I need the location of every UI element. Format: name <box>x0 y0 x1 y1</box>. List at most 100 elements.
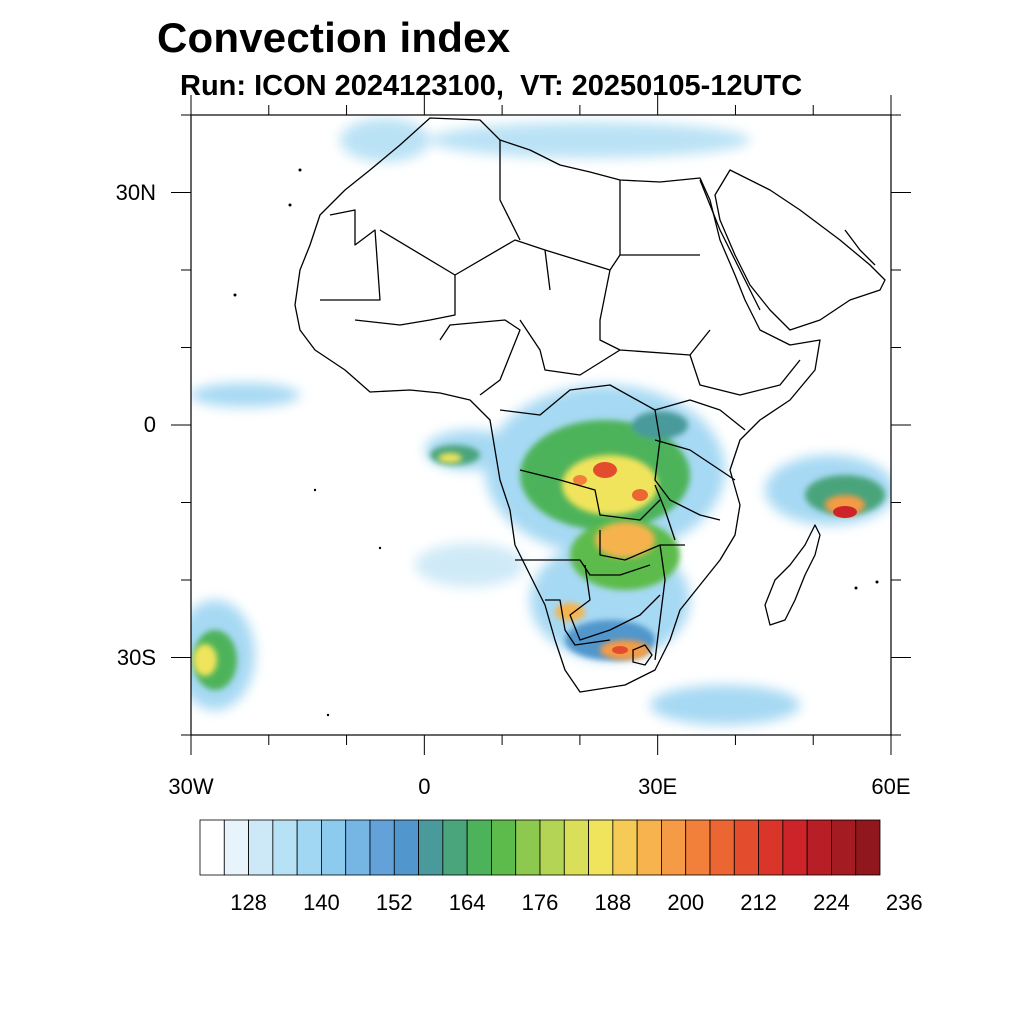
colorbar-label: 236 <box>885 890 923 915</box>
axis-ticks <box>171 95 911 755</box>
colorbar-swatch <box>831 819 857 876</box>
border-sahel <box>354 275 456 326</box>
border-east-africa <box>654 399 746 431</box>
convection-field <box>191 118 891 725</box>
island <box>298 168 302 172</box>
convection-peak-namibia <box>555 603 585 621</box>
border-angola-namibia <box>515 559 651 576</box>
colorbar-swatch <box>758 819 784 876</box>
colorbar-swatch <box>782 819 808 876</box>
lat-tick-label: 30N <box>115 179 156 205</box>
colorbar-label: 140 <box>303 890 340 915</box>
colorbar-swatch <box>199 819 225 876</box>
convection-max-madagascar <box>833 506 857 518</box>
lon-tick-label: 60E <box>871 774 911 799</box>
convection-area-atlantic-eq <box>191 383 300 407</box>
convection-area-south-coast <box>650 685 800 725</box>
convection-area-angola-plume <box>415 543 525 587</box>
map-title: Convection index <box>157 14 511 61</box>
colorbar-swatch <box>272 819 298 876</box>
convection-area-morocco <box>340 118 430 162</box>
border-west-africa-2 <box>379 229 551 291</box>
colorbar-label: 188 <box>594 890 632 915</box>
border-central-africa <box>519 319 621 376</box>
convection-max-angola <box>573 475 587 485</box>
border-congo-basin <box>499 384 721 521</box>
border-sudan <box>599 269 711 356</box>
colorbar-swatch <box>345 819 371 876</box>
convection-area-mediterranean <box>430 122 750 158</box>
border-malawi <box>654 484 676 541</box>
colorbar-swatch <box>515 819 541 876</box>
colorbar-swatch <box>466 819 492 876</box>
border-west-africa-1 <box>320 209 381 301</box>
colorbar-swatch <box>588 819 614 876</box>
colorbar-swatch <box>539 819 565 876</box>
border-zambia-zimbabwe <box>599 530 685 561</box>
islands <box>233 168 879 717</box>
colorbar-label: 176 <box>521 890 559 915</box>
colorbar-swatch <box>685 819 711 876</box>
border-ethiopia <box>689 354 801 396</box>
border-libya-algeria <box>499 140 521 241</box>
convection-max-drc-east <box>632 489 648 501</box>
coastlines <box>294 117 886 693</box>
red-sea-coast <box>699 179 761 311</box>
colorbar-label: 152 <box>375 890 413 915</box>
island <box>288 203 292 207</box>
colorbar-swatch <box>733 819 759 876</box>
border-mozambique <box>654 544 666 661</box>
colorbar-label: 128 <box>230 890 267 915</box>
convection-peak-drc <box>562 455 658 515</box>
colorbar-swatch <box>806 819 832 876</box>
colorbar-label: 200 <box>667 890 705 915</box>
border-botswana <box>569 564 661 641</box>
africa-coastline <box>294 117 821 693</box>
border-tanzania <box>654 439 736 481</box>
colorbar-swatch <box>563 819 589 876</box>
island <box>378 546 382 550</box>
colorbar-label: 164 <box>448 890 486 915</box>
colorbar <box>199 819 881 876</box>
colorbar-swatch <box>491 819 517 876</box>
colorbar-swatch <box>612 819 638 876</box>
convection-peak-zambia <box>595 522 655 558</box>
colorbar-swatch <box>296 819 322 876</box>
colorbar-swatch <box>636 819 662 876</box>
colorbar-label: 224 <box>813 890 850 915</box>
colorbar-swatch <box>248 819 274 876</box>
island <box>233 293 237 297</box>
lat-tick-label: 30S <box>116 644 156 670</box>
madagascar-coastline <box>764 524 821 626</box>
lon-tick-label: 30E <box>638 774 678 799</box>
colorbar-swatch <box>418 819 444 876</box>
colorbar-label: 212 <box>740 890 777 915</box>
island <box>854 586 858 590</box>
colorbar-swatch <box>369 819 395 876</box>
colorbar-swatch <box>442 819 468 876</box>
border-south-africa <box>545 599 611 646</box>
island <box>875 580 879 584</box>
border-chad-sudan <box>544 249 700 271</box>
lon-tick-label: 30W <box>168 774 214 799</box>
gulf-coast <box>844 229 876 266</box>
island <box>326 713 330 717</box>
convection-max-lesotho <box>612 646 628 654</box>
arabia-coastline <box>714 169 886 331</box>
convection-core-east-africa <box>632 411 688 439</box>
island <box>313 488 317 492</box>
lon-tick-label: 0 <box>418 774 431 799</box>
border-lesotho <box>632 644 653 666</box>
convection-max-drc <box>593 462 617 478</box>
colorbar-swatch <box>661 819 687 876</box>
convection-peak-atlantic <box>193 644 217 676</box>
colorbar-swatch <box>321 819 347 876</box>
colorbar-swatch <box>393 819 419 876</box>
convection-peak-gabon <box>438 453 462 463</box>
border-nigeria <box>439 319 521 396</box>
border-drc-angola <box>519 469 661 521</box>
colorbar-swatch <box>709 819 735 876</box>
map-subtitle: Run: ICON 2024123100, VT: 20250105-12UTC <box>180 70 803 102</box>
colorbar-swatch <box>223 819 249 876</box>
